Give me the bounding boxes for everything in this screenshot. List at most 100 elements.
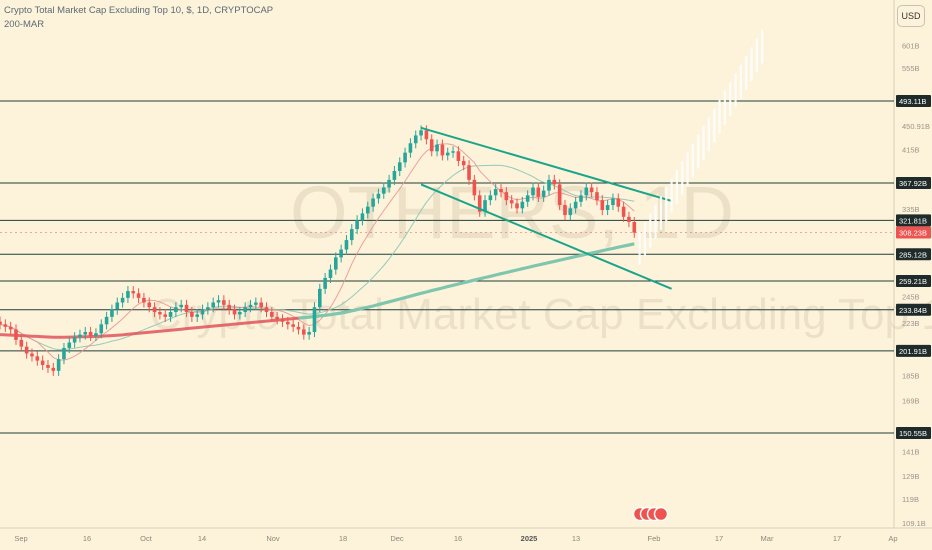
candle-body — [56, 359, 61, 371]
candle-body — [291, 324, 295, 327]
candle-body — [248, 304, 253, 308]
candle-body — [584, 187, 589, 196]
candle-body — [371, 198, 375, 207]
level-label-bg-4 — [896, 274, 931, 287]
candle-body — [238, 311, 242, 315]
candle-body — [174, 307, 178, 312]
ma-slow-line — [0, 164, 635, 351]
candle-body — [541, 190, 546, 197]
candle-body — [216, 300, 221, 303]
candle-body — [40, 360, 45, 365]
candle-body — [243, 307, 247, 312]
candle-body — [349, 229, 354, 241]
candle-body — [19, 339, 24, 347]
candle-body — [184, 304, 189, 312]
candle-body — [611, 198, 615, 206]
time-tick-2: Oct — [140, 534, 153, 543]
candle-body — [344, 240, 349, 250]
candle-body — [339, 249, 343, 258]
candle-body — [552, 179, 557, 185]
candle-body — [568, 208, 573, 216]
time-tick-6: Dec — [390, 534, 404, 543]
candle-body — [627, 216, 631, 223]
candle-body — [440, 144, 445, 156]
candle-body — [88, 331, 93, 336]
candle-body — [152, 307, 157, 312]
candle-body — [488, 195, 493, 201]
candle-body — [621, 206, 626, 217]
level-label-2: 321.81B — [899, 216, 927, 225]
candle-body — [365, 206, 370, 214]
candle-body — [296, 326, 301, 330]
candle-body — [275, 316, 279, 320]
candle-body — [254, 302, 258, 305]
candle-body — [515, 203, 519, 209]
price-tick-4: 335B — [902, 205, 920, 214]
time-tick-1: 16 — [83, 534, 91, 543]
candle-body — [259, 302, 263, 308]
candle-body — [360, 213, 365, 221]
candle-body — [445, 152, 450, 156]
candle-body — [461, 160, 466, 166]
level-label-bg-3 — [896, 248, 931, 261]
candle-body — [227, 304, 231, 310]
candle-body — [312, 307, 317, 332]
candle-body — [115, 302, 120, 310]
candle-body — [531, 187, 535, 196]
candle-body — [35, 356, 40, 361]
candle-body — [504, 192, 509, 201]
candle-body — [211, 302, 215, 308]
candle-body — [589, 187, 594, 193]
candle-body — [131, 291, 136, 294]
candle-body — [136, 293, 141, 298]
candle-body — [499, 189, 503, 193]
candle-body — [381, 187, 386, 194]
candle-body — [206, 307, 210, 310]
level-label-7: 150.55B — [899, 429, 927, 438]
level-label-bg-6 — [896, 344, 931, 357]
candle-body — [30, 353, 34, 357]
level-label-bg-7 — [896, 427, 931, 439]
indicator-label: 200-MAR — [4, 19, 45, 30]
candle-body — [600, 200, 605, 211]
candle-body — [355, 220, 359, 230]
currency-button[interactable]: USD — [897, 5, 925, 27]
candle-body — [222, 300, 226, 305]
channel-lower-line — [420, 183, 672, 290]
candle-body — [280, 319, 285, 322]
candle-body — [51, 367, 56, 371]
candle-body — [179, 304, 184, 308]
ma-fast-line — [0, 143, 635, 361]
level-label-bg-0 — [896, 95, 931, 107]
candle-body — [536, 187, 541, 197]
price-tick-7: 185B — [902, 371, 920, 380]
candle-body — [435, 144, 439, 152]
candle-body — [72, 337, 77, 343]
candle-body — [147, 302, 152, 308]
candle-body — [419, 130, 423, 136]
candle-body — [14, 329, 18, 340]
candle-body — [110, 309, 114, 317]
candle-body — [579, 195, 583, 202]
candle-body — [158, 311, 162, 315]
price-tick-10: 129B — [902, 472, 920, 481]
candle-body — [142, 297, 146, 303]
candle-body — [46, 364, 50, 368]
ma200-green-segment — [298, 242, 635, 320]
candle-body — [8, 326, 13, 330]
candle-body — [0, 321, 2, 325]
price-tick-12: 109.1B — [902, 519, 926, 528]
candle-body — [429, 139, 434, 152]
time-tick-12: Mar — [761, 534, 774, 543]
candle-body — [3, 324, 8, 327]
level-label-bg-1 — [896, 176, 931, 189]
candle-body — [397, 162, 402, 171]
candle-body — [392, 170, 397, 180]
candle-body — [493, 189, 498, 196]
current-price-label: 308.23B — [899, 228, 927, 237]
ma200-red-segment — [0, 316, 299, 339]
candle-body — [472, 179, 477, 196]
candle-body — [200, 309, 205, 315]
